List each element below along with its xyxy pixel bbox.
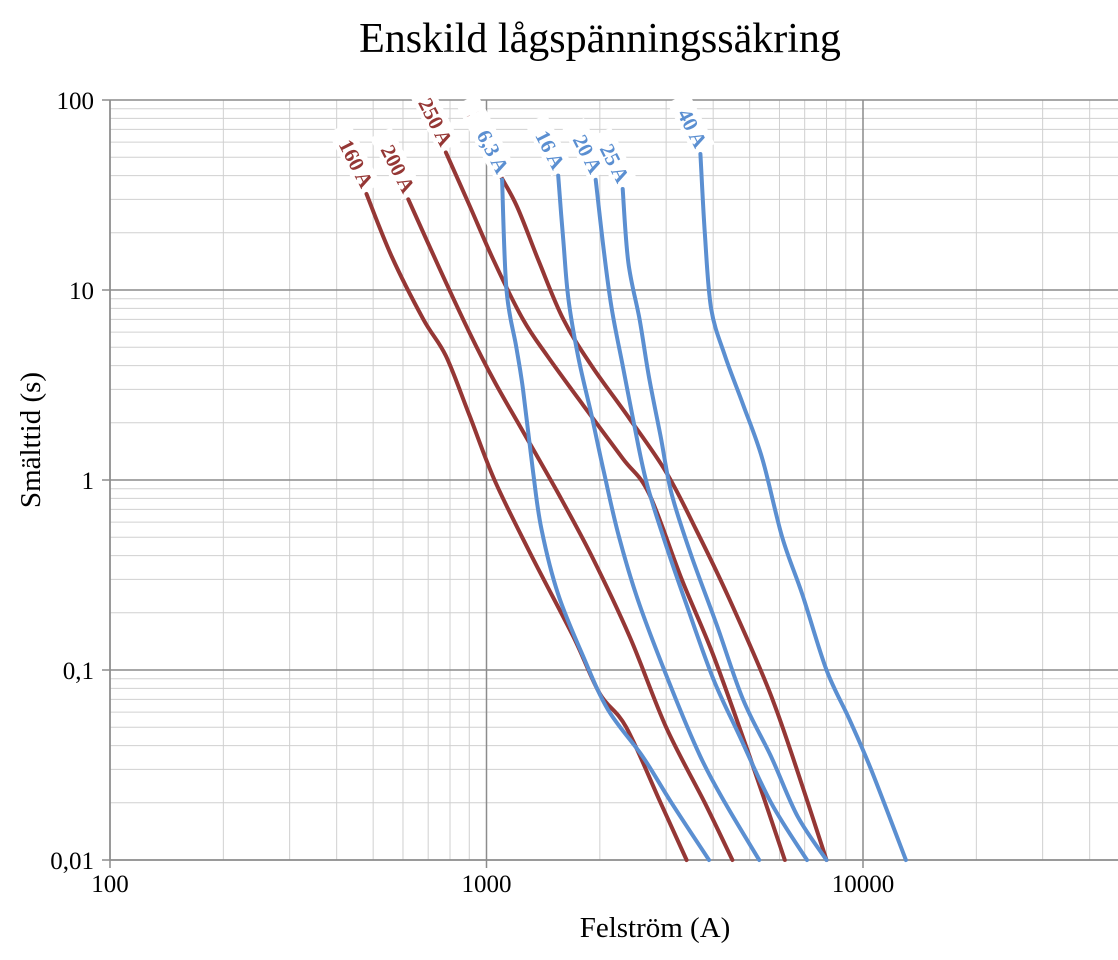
series-label-bg (328, 121, 381, 195)
x-tick-label: 100 (91, 871, 129, 898)
series-line (500, 177, 711, 862)
series-line (698, 152, 908, 862)
y-tick-label: 1 (82, 468, 95, 495)
series-label-bg (589, 127, 638, 190)
x-tick-label: 1000 (462, 871, 512, 898)
series-line (620, 187, 829, 862)
series-label: 16 A (524, 113, 573, 177)
series-line (406, 197, 735, 862)
y-tick-label: 0,01 (50, 848, 94, 875)
series-line (364, 192, 689, 862)
chart-title: Enskild lågspänningssäkring (359, 16, 841, 62)
x-tick-labels: 100 1000 10000 (91, 860, 894, 898)
series-line (556, 173, 762, 862)
y-tick-label: 100 (57, 88, 95, 115)
series-label-bg (667, 92, 715, 155)
series-line (443, 150, 787, 862)
series-line (593, 177, 809, 862)
series-label-bg (524, 113, 573, 177)
series-label-bg (407, 80, 461, 154)
series-label: 200 A (369, 127, 423, 201)
y-axis-label: Smälttid (s) (15, 372, 47, 508)
series-line (492, 163, 829, 862)
y-tick-label: 0,1 (63, 658, 94, 685)
y-tick-labels: 100 10 1 0,1 0,01 (50, 88, 110, 875)
x-axis-label: Felström (A) (580, 912, 731, 944)
series-label-text: 160 A (334, 136, 379, 193)
series-label-text: 200 A (376, 141, 421, 198)
series-label-bg (562, 118, 611, 181)
series-label-bg (463, 107, 517, 181)
series-label: 40 A (667, 92, 715, 155)
series-label-bg (369, 127, 423, 201)
series-lines (364, 150, 908, 862)
x-tick-label: 10000 (832, 871, 895, 898)
y-tick-label: 10 (69, 278, 94, 305)
grid-major (109, 99, 1118, 861)
